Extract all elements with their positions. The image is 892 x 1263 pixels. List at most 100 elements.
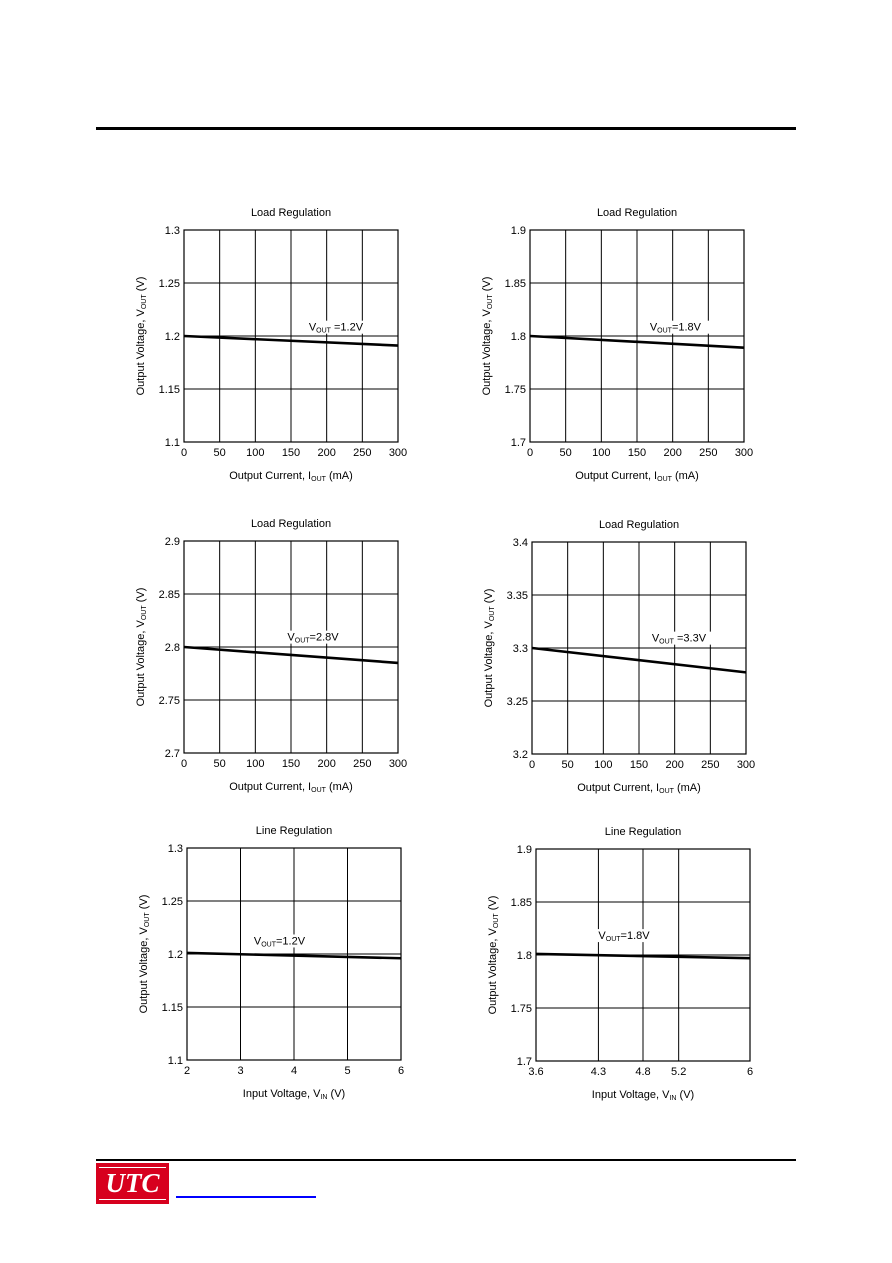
x-axis-label-main: Input Voltage, V — [592, 1089, 670, 1101]
y-axis-label-subscript: OUT — [141, 605, 148, 621]
series-annotation: VOUT =3.3V — [652, 633, 707, 646]
annotation-main: V — [254, 935, 262, 947]
utc-logo-text: UTC — [105, 1168, 160, 1198]
series-annotation: VOUT=2.8V — [287, 632, 339, 645]
y-tick-label: 1.8 — [517, 950, 532, 962]
y-axis-label-main: Output Voltage, V — [481, 308, 493, 395]
y-tick-label: 1.85 — [511, 897, 532, 909]
series-annotation: VOUT=1.2V — [254, 935, 306, 948]
chart-svg: Load Regulation 0 50 100 150 200 250 300 1.7 1.75… — [481, 207, 753, 483]
header-rule — [96, 127, 796, 130]
x-tick-label: 100 — [594, 759, 612, 771]
annotation-background — [595, 929, 660, 943]
load-regulation-chart-1v2: Load Regulation 0 50 100 150 200 250 300 1.1 1.15… — [128, 198, 428, 518]
x-tick-label: 50 — [214, 758, 226, 770]
x-tick-label: 100 — [246, 447, 264, 459]
x-axis-label-main: Output Current, I — [229, 781, 311, 793]
x-tick-label: 250 — [353, 758, 371, 770]
x-tick-label: 150 — [630, 759, 648, 771]
x-tick-label: 5 — [344, 1065, 350, 1077]
annotation-main: V — [650, 322, 658, 334]
y-axis-label-subscript: OUT — [493, 913, 500, 929]
x-axis-label: Output Current, IOUT (mA) — [577, 782, 701, 795]
annotation-main: V — [287, 632, 295, 644]
chart-title: Load Regulation — [251, 207, 331, 219]
x-tick-label: 4.3 — [591, 1066, 606, 1078]
x-tick-label: 250 — [353, 447, 371, 459]
x-tick-label: 3.6 — [528, 1066, 543, 1078]
y-axis-label-unit: (V) — [135, 277, 147, 295]
x-axis-label-main: Output Current, I — [577, 782, 659, 794]
load-regulation-chart-1v8: Load Regulation 0 50 100 150 200 250 300 1.7 1.75… — [474, 198, 774, 518]
y-axis-label-unit: (V) — [487, 896, 499, 914]
x-axis-label-unit: (mA) — [326, 470, 353, 482]
y-tick-label: 1.2 — [168, 949, 183, 961]
y-tick-label: 1.7 — [517, 1056, 532, 1068]
annotation-value: =3.3V — [674, 633, 707, 645]
y-axis-label-subscript: OUT — [487, 294, 494, 310]
x-tick-label: 0 — [527, 447, 533, 459]
x-axis-label-main: Output Current, I — [575, 470, 657, 482]
y-axis-label: Output Voltage, VOUT (V) — [481, 277, 494, 396]
annotation-background — [250, 934, 315, 948]
x-axis-label: Input Voltage, VIN (V) — [592, 1089, 694, 1102]
x-axis-label-unit: (V) — [676, 1089, 694, 1101]
x-tick-label: 5.2 — [671, 1066, 686, 1078]
y-axis-label-main: Output Voltage, V — [483, 620, 495, 707]
annotation-background — [305, 320, 370, 334]
x-axis-label-subscript: OUT — [657, 476, 673, 483]
y-tick-label: 3.35 — [507, 590, 528, 602]
y-axis-label-subscript: OUT — [141, 294, 148, 310]
annotation-value: =1.2V — [276, 935, 306, 947]
x-tick-label: 200 — [317, 447, 335, 459]
y-axis-label-unit: (V) — [138, 895, 150, 913]
chart-title: Line Regulation — [256, 825, 332, 837]
x-axis-label-unit: (mA) — [674, 782, 701, 794]
y-tick-label: 1.25 — [162, 896, 183, 908]
annotation-main: V — [598, 930, 606, 942]
y-tick-label: 1.75 — [511, 1003, 532, 1015]
y-tick-label: 3.4 — [513, 537, 528, 549]
y-axis-label-main: Output Voltage, V — [135, 619, 147, 706]
y-axis-label-main: Output Voltage, V — [135, 308, 147, 395]
y-axis-label-subscript: OUT — [489, 606, 496, 622]
chart-title: Load Regulation — [251, 518, 331, 530]
y-tick-label: 1.9 — [511, 225, 526, 237]
annotation-value: =1.2V — [331, 322, 364, 334]
series-line — [529, 334, 745, 349]
y-tick-label: 1.15 — [162, 1002, 183, 1014]
annotation-background — [284, 630, 349, 644]
x-axis-label-subscript: IN — [669, 1095, 676, 1102]
x-tick-label: 250 — [699, 447, 717, 459]
series-annotation: VOUT=1.8V — [598, 930, 650, 943]
x-tick-label: 0 — [181, 447, 187, 459]
y-tick-label: 1.85 — [505, 278, 526, 290]
annotation-subscript: OUT — [606, 936, 621, 943]
annotation-value: =1.8V — [621, 930, 651, 942]
x-axis-label: Output Current, IOUT (mA) — [229, 781, 353, 794]
chart-svg: Load Regulation 0 50 100 150 200 250 300 2.7 2.75… — [135, 518, 407, 794]
x-axis-label-unit: (mA) — [326, 781, 353, 793]
y-axis-label-unit: (V) — [483, 589, 495, 607]
chart-title: Load Regulation — [597, 207, 677, 219]
series-line — [183, 645, 399, 665]
annotation-background — [646, 320, 711, 334]
annotation-value: =1.8V — [672, 322, 702, 334]
footer-website-link[interactable] — [176, 1182, 316, 1198]
x-axis-label-main: Output Current, I — [229, 470, 311, 482]
x-tick-label: 50 — [560, 447, 572, 459]
chart-title: Load Regulation — [599, 519, 679, 531]
y-tick-label: 1.8 — [511, 331, 526, 343]
x-tick-label: 3 — [237, 1065, 243, 1077]
y-tick-label: 1.1 — [168, 1055, 183, 1067]
x-tick-label: 250 — [701, 759, 719, 771]
y-axis-label: Output Voltage, VOUT (V) — [135, 588, 148, 707]
series-line — [183, 334, 399, 347]
x-axis-label: Output Current, IOUT (mA) — [229, 470, 353, 483]
y-tick-label: 1.2 — [165, 331, 180, 343]
line-regulation-chart-1v2: Line Regulation 2 3 4 5 6 1.1 1.15 1.2 1.25 1.3 Inp… — [131, 816, 431, 1136]
line-regulation-chart-1v8: Line Regulation 3.6 4.3 4.8 5.2 6 1.7 1.75 1.8 1.… — [480, 817, 780, 1137]
x-axis-label: Output Current, IOUT (mA) — [575, 470, 699, 483]
y-tick-label: 2.7 — [165, 748, 180, 760]
y-tick-label: 1.15 — [159, 384, 180, 396]
